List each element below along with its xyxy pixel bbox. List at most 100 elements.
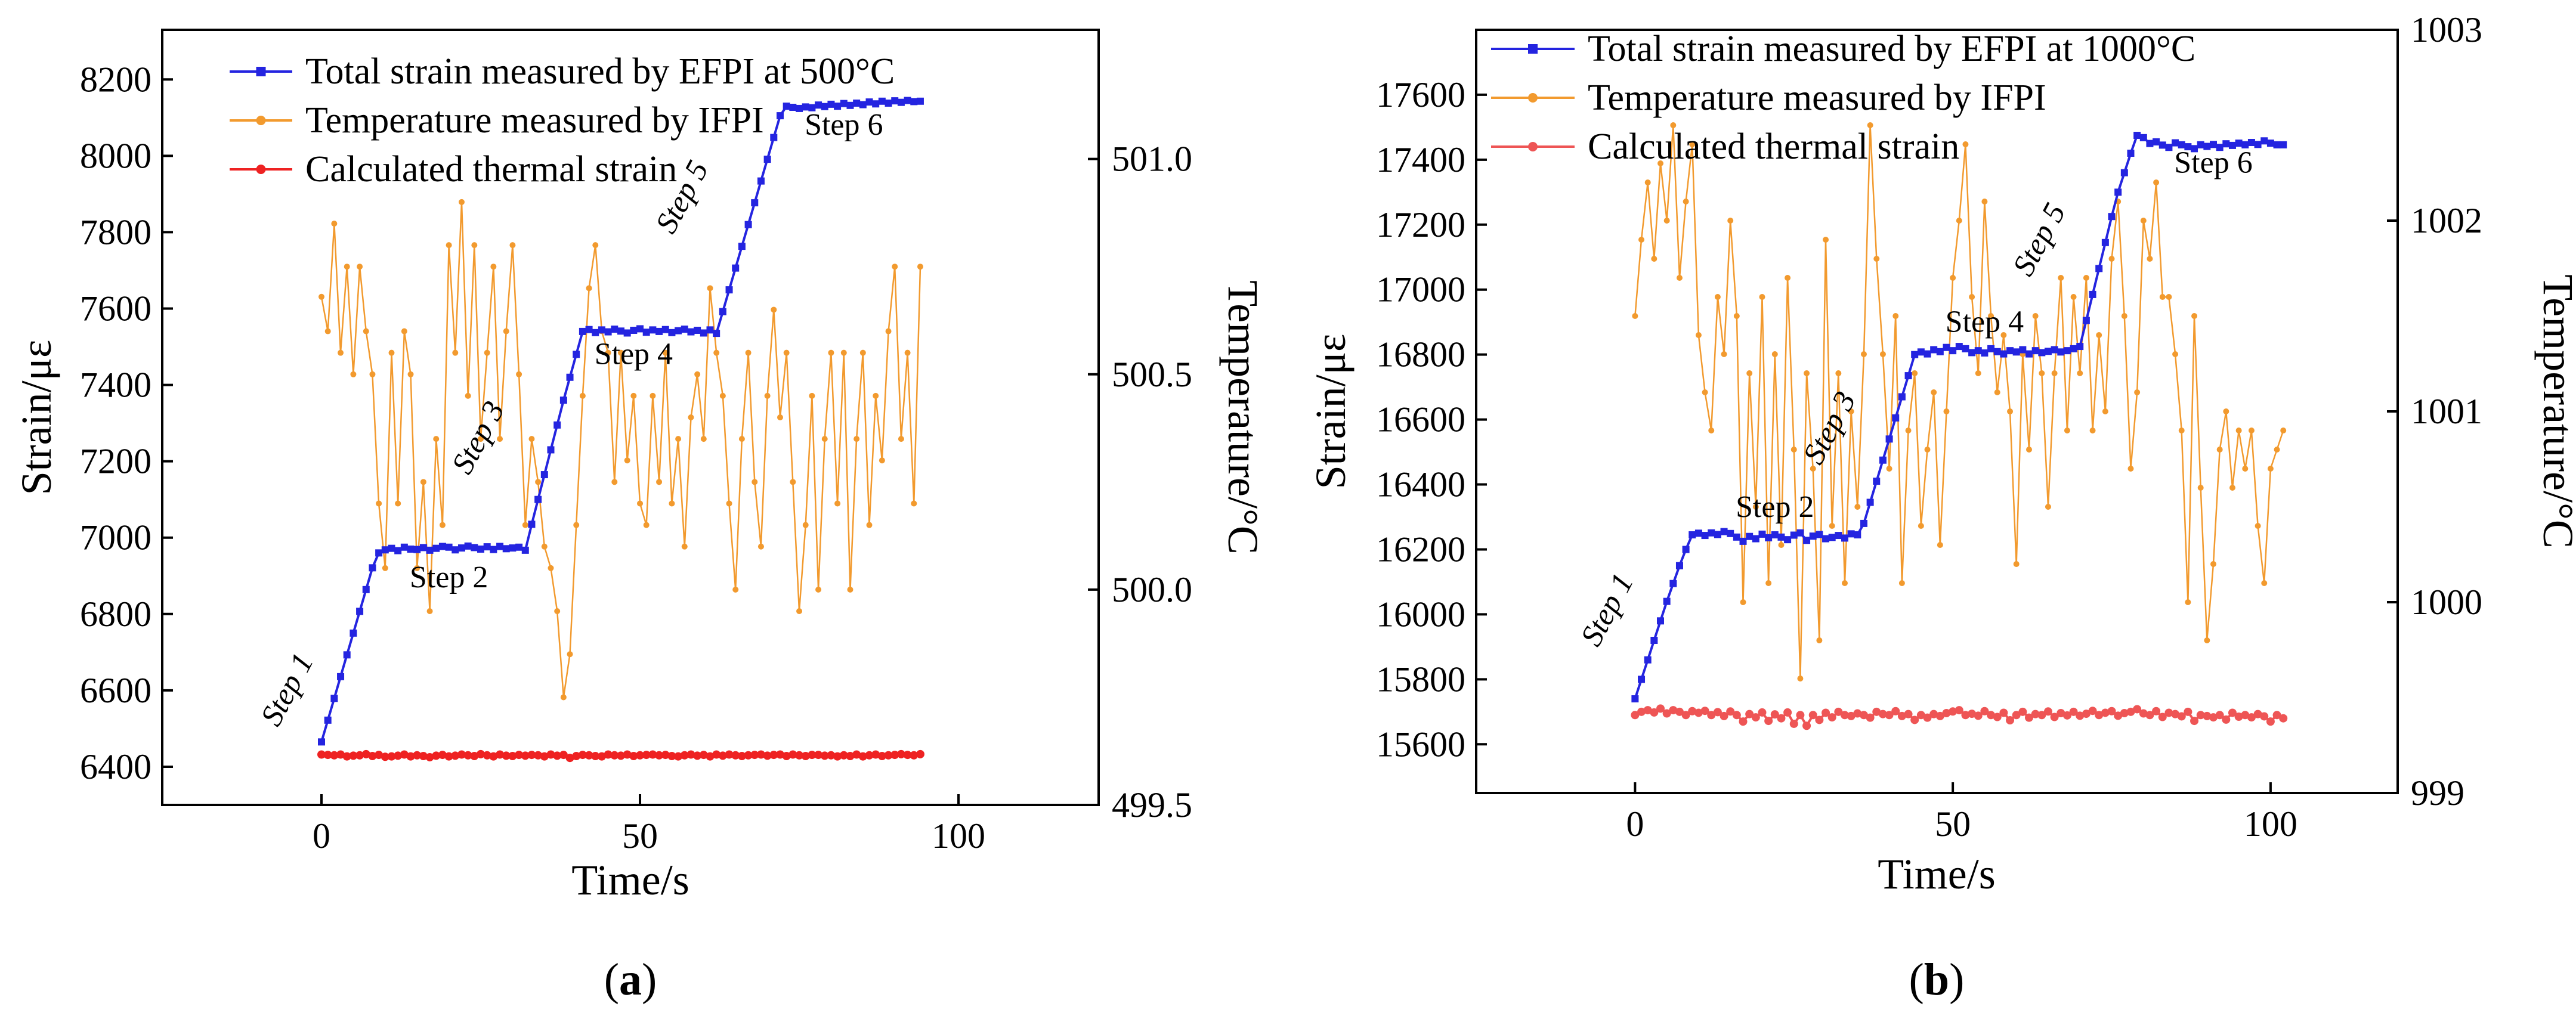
data-point xyxy=(376,500,382,507)
data-point xyxy=(2279,714,2288,723)
legend-label: Calculated thermal strain xyxy=(305,149,677,190)
y-tick-label: 7600 xyxy=(80,289,151,328)
data-point xyxy=(1937,542,1943,548)
x-tick-label: 50 xyxy=(622,816,658,856)
data-point xyxy=(732,264,740,272)
data-point xyxy=(324,716,332,724)
data-point xyxy=(439,522,446,528)
legend-marker xyxy=(256,116,266,125)
data-point xyxy=(1873,256,1880,262)
data-point xyxy=(910,751,919,760)
data-point xyxy=(1866,713,1875,722)
step-label: Step 1 xyxy=(254,648,320,731)
data-point xyxy=(2164,708,2173,717)
y2-tick-label: 1000 xyxy=(2411,583,2482,622)
data-point xyxy=(343,651,351,659)
data-point xyxy=(1873,478,1881,485)
data-point xyxy=(629,752,638,761)
data-point xyxy=(1816,637,1823,643)
data-point xyxy=(878,97,886,105)
legend-marker xyxy=(256,67,266,76)
data-point xyxy=(477,545,485,553)
legend-label: Temperature measured by IFPI xyxy=(305,100,764,141)
data-point xyxy=(420,479,426,485)
data-point xyxy=(1854,504,1861,510)
data-point xyxy=(330,751,339,760)
data-point xyxy=(1783,708,1792,717)
y-tick-label: 16200 xyxy=(1376,529,1465,569)
data-point xyxy=(858,752,867,761)
data-point xyxy=(873,392,879,399)
data-point xyxy=(357,264,363,270)
data-point xyxy=(1912,370,1918,376)
y2-tick-label: 1002 xyxy=(2411,201,2482,240)
data-point xyxy=(1872,707,1881,716)
y2-tick-label: 499.5 xyxy=(1112,785,1192,825)
data-point xyxy=(687,328,695,336)
data-point xyxy=(738,436,745,442)
data-point xyxy=(1694,708,1703,717)
data-point xyxy=(521,546,529,554)
data-point xyxy=(1638,676,1646,683)
data-point xyxy=(1733,533,1740,541)
data-point xyxy=(712,750,721,759)
data-point xyxy=(381,546,389,554)
data-point xyxy=(2158,141,2166,149)
data-point xyxy=(1828,534,1836,541)
data-point xyxy=(2267,466,2274,472)
data-point xyxy=(2026,447,2032,453)
data-point xyxy=(700,329,707,337)
data-point xyxy=(1916,711,1925,720)
data-point xyxy=(1632,313,1638,319)
data-point xyxy=(1848,408,1854,414)
data-point xyxy=(2108,256,2115,262)
data-point xyxy=(350,371,357,377)
data-point xyxy=(445,543,453,551)
data-point xyxy=(916,97,924,105)
data-point xyxy=(681,543,688,550)
data-point xyxy=(547,446,555,454)
data-point xyxy=(1962,345,1969,352)
step-label: Step 4 xyxy=(595,337,673,371)
data-point xyxy=(388,544,395,552)
data-point xyxy=(1714,294,1721,300)
data-point xyxy=(1701,532,1709,540)
legend-marker xyxy=(1528,93,1538,103)
data-point xyxy=(1905,428,1912,433)
data-point xyxy=(2095,265,2103,272)
data-point xyxy=(668,329,676,336)
data-point xyxy=(643,522,650,528)
data-point xyxy=(515,543,523,551)
data-point xyxy=(1721,351,1727,357)
data-point xyxy=(2043,707,2052,716)
data-point xyxy=(1981,349,1989,357)
data-point xyxy=(616,751,625,760)
step-label: Step 5 xyxy=(2006,198,2073,281)
data-point xyxy=(604,328,612,336)
data-point xyxy=(375,549,383,557)
y-tick-label: 7400 xyxy=(80,365,151,405)
data-point xyxy=(1682,546,1690,553)
data-point xyxy=(885,328,892,334)
data-point xyxy=(368,752,377,761)
data-point xyxy=(573,522,580,528)
data-point xyxy=(2044,348,2052,355)
data-point xyxy=(407,371,414,377)
data-point xyxy=(1993,713,2002,721)
data-point xyxy=(2045,504,2051,510)
data-point xyxy=(452,349,459,356)
data-point xyxy=(1689,531,1696,538)
data-point xyxy=(2228,141,2236,149)
data-point xyxy=(2006,347,2014,355)
data-point xyxy=(769,751,778,760)
y2-axis-label: Temperature/°C xyxy=(1219,280,1267,555)
data-point xyxy=(1643,706,1652,715)
data-point xyxy=(1829,523,1835,529)
step-label: Step 2 xyxy=(1736,490,1814,524)
data-point xyxy=(1878,710,1887,718)
data-point xyxy=(2108,213,2116,221)
data-point xyxy=(477,749,485,758)
series-line xyxy=(320,202,921,698)
data-point xyxy=(751,199,759,207)
data-point xyxy=(554,608,561,614)
